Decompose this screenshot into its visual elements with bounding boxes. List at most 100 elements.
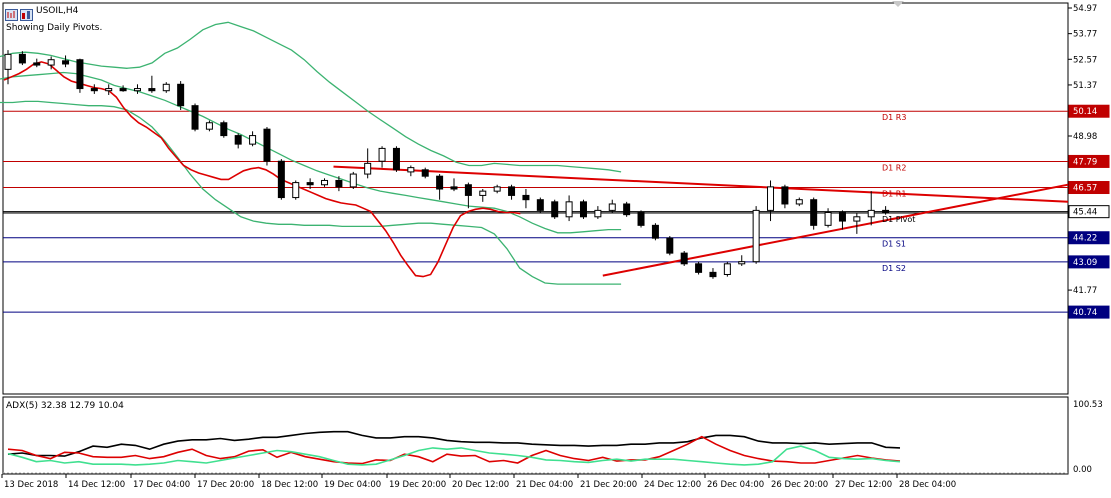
candle — [493, 184, 501, 194]
candle — [853, 212, 861, 234]
candle-body-bear — [421, 169, 429, 177]
candle — [781, 184, 789, 209]
candle — [810, 197, 818, 230]
candle — [479, 189, 487, 202]
candle-body-bear — [436, 175, 444, 190]
candle — [47, 56, 55, 70]
candle-body-bear — [119, 88, 127, 92]
candle — [133, 84, 141, 94]
candle-body-bear — [666, 237, 674, 254]
candle — [62, 55, 70, 68]
price-tag-label: 50.14 — [1073, 107, 1097, 117]
price-tag-box — [1068, 231, 1110, 245]
candle-body-bear — [810, 199, 818, 226]
candle-body-bear — [306, 182, 314, 186]
x-tick-label: 20 Dec 12:00 — [452, 480, 509, 490]
candle — [608, 199, 616, 213]
candle — [666, 236, 674, 256]
scroll-marker-icon[interactable] — [892, 1, 904, 7]
candle-body-bear — [536, 199, 544, 211]
candle-body-bear — [781, 186, 789, 205]
candle — [464, 182, 472, 209]
candle-body-bear — [450, 186, 458, 190]
pivot-label: D1 Pivot — [882, 215, 915, 224]
symbol-icon — [5, 6, 33, 21]
candle — [205, 120, 213, 132]
candle — [148, 75, 156, 93]
candle — [522, 189, 530, 209]
candle-body-bull — [752, 209, 760, 263]
candle-body-bull — [738, 261, 746, 265]
moving-average-line — [3, 61, 521, 278]
candle — [723, 261, 731, 277]
x-tick-label: 27 Dec 12:00 — [835, 480, 892, 490]
candle-body-bull — [767, 186, 775, 211]
candle — [795, 197, 803, 207]
trend-line-2 — [602, 183, 1069, 277]
adx-plot-frame — [2, 396, 1069, 475]
x-tick-label: 18 Dec 12:00 — [261, 480, 318, 490]
candle — [90, 84, 98, 94]
candle — [220, 120, 228, 138]
candle-body-bear — [651, 224, 659, 239]
candle-body-bear — [177, 83, 185, 107]
adx-y-tick-label: 0.00 — [1073, 465, 1092, 475]
candle-body-bear — [623, 203, 631, 216]
candle-body-bear — [62, 60, 70, 65]
candle — [349, 171, 357, 190]
price-tag-box — [1068, 154, 1110, 168]
candle — [565, 195, 573, 222]
candle — [364, 148, 372, 179]
candle — [536, 197, 544, 213]
trend-line-1 — [333, 165, 1069, 203]
y-tick-label: 54.97 — [1073, 4, 1097, 14]
price-tag-label: 47.79 — [1073, 157, 1097, 167]
candle-body-bear — [90, 88, 98, 92]
candle-body-bear — [191, 105, 199, 130]
price-tag-label: 44.22 — [1073, 234, 1097, 244]
candle-body-bear — [263, 128, 271, 162]
candle-body-bear — [33, 62, 41, 66]
candle — [824, 208, 832, 228]
candle — [105, 84, 113, 95]
pivot-label: D1 S1 — [882, 240, 906, 249]
x-tick-label: 21 Dec 20:00 — [580, 480, 637, 490]
candle-body-bull — [105, 88, 113, 92]
candle-body-bear — [18, 53, 26, 64]
candle — [33, 58, 41, 68]
candle-body-bull — [479, 190, 487, 196]
candle — [450, 178, 458, 192]
candle — [4, 50, 12, 85]
candle-body-bear — [392, 147, 400, 171]
candle-body-bull — [133, 88, 141, 92]
candle-body-bull — [493, 186, 501, 192]
x-tick-label: 17 Dec 04:00 — [133, 480, 190, 490]
price-tag-box — [1068, 104, 1110, 118]
candle-body-bull — [4, 53, 12, 70]
candle-body-bull — [321, 179, 329, 186]
adx-minus-di-line — [7, 445, 901, 466]
candle — [277, 159, 285, 200]
price-tag-label: 46.57 — [1073, 184, 1097, 194]
candle — [508, 184, 516, 200]
candle — [651, 223, 659, 241]
y-tick-label: 48.98 — [1073, 132, 1097, 142]
candle-body-bear — [234, 135, 242, 145]
candle — [76, 58, 84, 93]
price-tag-box — [1068, 255, 1110, 269]
candle — [436, 174, 444, 200]
candle — [623, 201, 631, 217]
candle-body-bull — [608, 203, 616, 211]
pivot-label: D1 S2 — [882, 264, 906, 273]
x-tick-label: 14 Dec 12:00 — [68, 480, 125, 490]
candle — [421, 167, 429, 179]
y-tick-label: 52.57 — [1073, 55, 1097, 65]
candle — [162, 82, 170, 93]
candle-body-bull — [565, 201, 573, 218]
price-tag-label: 45.44 — [1073, 208, 1097, 218]
candle-body-bear — [709, 271, 717, 278]
candle — [738, 255, 746, 266]
candle-body-bull — [47, 59, 55, 66]
